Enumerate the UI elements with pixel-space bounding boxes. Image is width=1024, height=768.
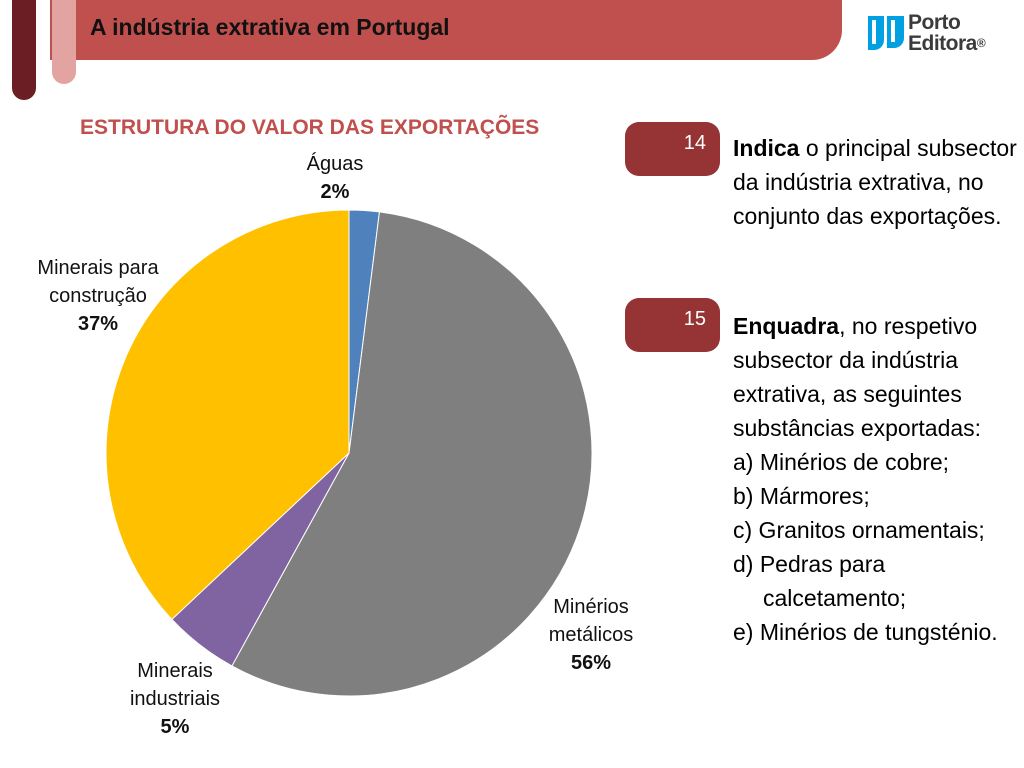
logo-line-1: Porto (908, 11, 961, 34)
logo-mark-icon (868, 16, 904, 50)
slice-label-construcao: Minerais para construção 37% (37, 254, 158, 338)
porto-editora-logo: Porto Editora® (866, 12, 1016, 58)
slice-label-metalicos: Minérios metálicos 56% (549, 593, 633, 677)
header-dark-bar (12, 0, 36, 100)
question-15-body: , no respetivo subsector da indústria ex… (733, 313, 982, 441)
list-item: e) Minérios de tungsténio. (733, 619, 998, 645)
slice-name-industriais-1: Minerais (137, 660, 213, 682)
pie-slice-minerais-para-constru-o (105, 209, 350, 621)
question-14-verb: Indica (733, 135, 800, 161)
slice-label-aguas: Águas 2% (307, 150, 364, 206)
logo-registered: ® (976, 36, 986, 50)
slide-title: A indústria extrativa em Portugal (90, 14, 450, 40)
question-badge-14: 14 (625, 122, 720, 176)
slice-name-aguas: Águas (306, 153, 364, 175)
header-light-bar (52, 0, 76, 84)
slice-pct-metalicos: 56% (570, 652, 612, 674)
substances-list: a) Minérios de cobre; b) Mármores; c) Gr… (733, 445, 1018, 649)
question-15-text: Enquadra, no respetivo subsector da indú… (733, 309, 1018, 649)
slice-label-industriais: Minerais industriais 5% (130, 657, 220, 741)
list-item: c) Granitos ornamentais; (733, 517, 985, 543)
question-badge-15: 15 (625, 298, 720, 352)
slice-pct-industriais: 5% (160, 716, 190, 738)
slice-pct-aguas: 2% (320, 181, 350, 203)
slice-name-metalicos-1: Minérios (553, 596, 629, 618)
slice-pct-construcao: 37% (77, 313, 119, 335)
slice-name-construcao-1: Minerais para (37, 257, 159, 279)
question-15-verb: Enquadra (733, 313, 840, 339)
question-14-text: Indica o principal subsector da indústri… (733, 131, 1018, 233)
logo-line-2: Editora (908, 32, 977, 55)
pie-slice-min-rios-met-licos (231, 211, 593, 697)
slice-name-construcao-2: construção (49, 285, 147, 307)
slice-name-industriais-2: industriais (129, 688, 221, 710)
list-item: b) Mármores; (733, 483, 870, 509)
slice-name-metalicos-2: metálicos (548, 624, 634, 646)
chart-title: ESTRUTURA DO VALOR DAS EXPORTAÇÕES (80, 116, 540, 139)
list-item: a) Minérios de cobre; (733, 449, 950, 475)
list-item: d) Pedras para calcetamento; (733, 551, 907, 611)
question-14-body: o principal subsector da indústria extra… (733, 135, 1017, 229)
header-band (50, 0, 842, 60)
logo-wordmark: Porto Editora® (908, 11, 986, 55)
